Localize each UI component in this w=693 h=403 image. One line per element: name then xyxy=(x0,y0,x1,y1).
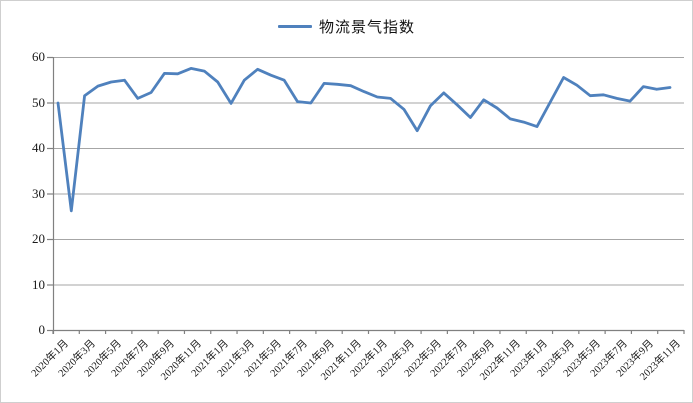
legend-line-sample xyxy=(277,24,312,28)
y-axis-label: 10 xyxy=(32,276,45,292)
legend: 物流景气指数 xyxy=(1,15,692,37)
y-axis-label: 60 xyxy=(32,49,45,64)
y-axis-label: 40 xyxy=(32,140,45,155)
legend-label: 物流景气指数 xyxy=(318,19,415,36)
y-axis-label: 30 xyxy=(32,185,45,201)
series-line xyxy=(56,67,672,213)
y-axis-label: 0 xyxy=(38,322,46,337)
y-axis-label: 20 xyxy=(32,231,45,246)
y-axis-label: 50 xyxy=(32,94,45,110)
